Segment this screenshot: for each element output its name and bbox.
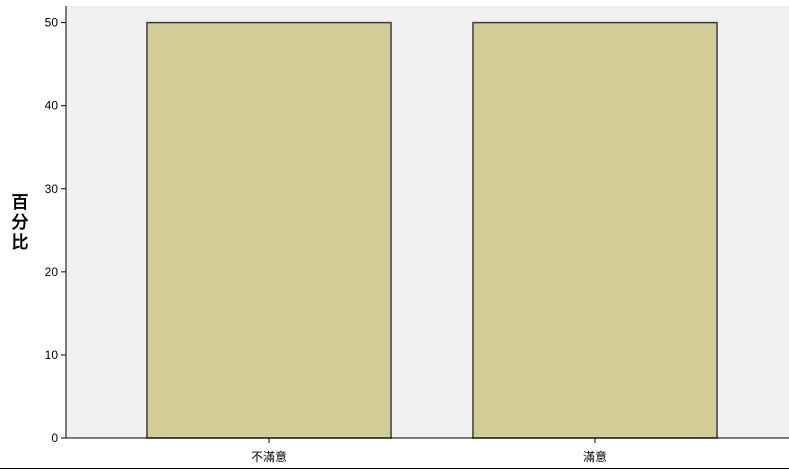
- x-tick-label: 滿意: [583, 449, 607, 464]
- bar-2: [472, 21, 718, 439]
- y-tick-label: 50: [45, 16, 59, 30]
- y-axis-label: 百分比: [12, 193, 29, 253]
- x-tick-label: 不滿意: [251, 449, 287, 464]
- y-axis-label-char: 比: [12, 232, 29, 253]
- y-tick-label: 10: [45, 348, 59, 362]
- y-tick-label: 0: [51, 431, 58, 445]
- bars-group: [146, 21, 718, 439]
- y-tick-label: 20: [45, 265, 59, 279]
- y-ticks-group: 0 10 20 30 40 50: [45, 16, 66, 445]
- x-ticks-group: 不滿意 滿意: [251, 438, 607, 464]
- y-tick-label: 30: [45, 182, 59, 196]
- y-tick-label: 40: [45, 99, 59, 113]
- bar-1: [146, 21, 392, 439]
- y-axis-label-char: 百: [12, 193, 29, 213]
- y-axis-label-char: 分: [12, 213, 29, 233]
